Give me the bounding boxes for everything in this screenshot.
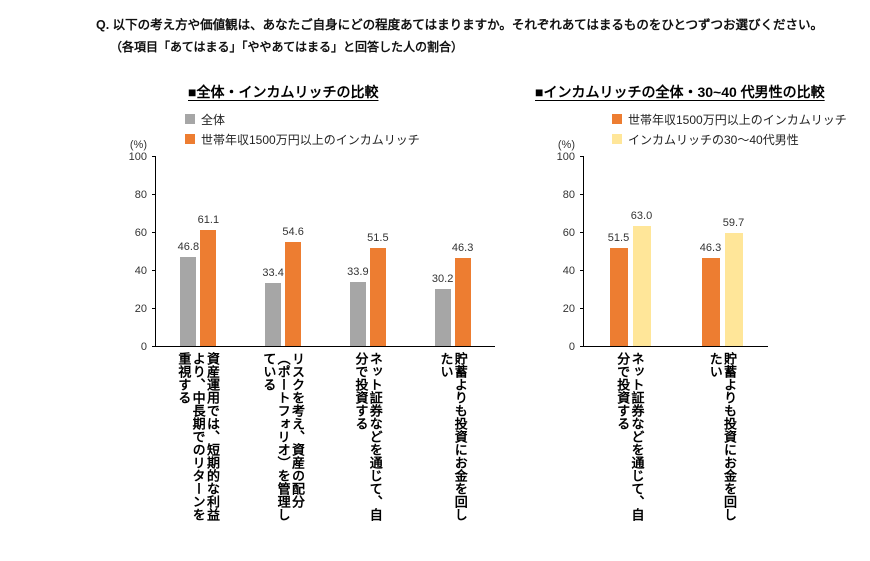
category-label: ネット証券などを通じて、自分で投資する xyxy=(583,352,676,524)
category-label: ネット証券などを通じて、自分で投資する xyxy=(325,352,410,524)
bar: 63.0 xyxy=(631,210,652,346)
legend-swatch xyxy=(185,134,195,144)
bar: 54.6 xyxy=(282,226,304,346)
y-tick-label: 60 xyxy=(134,227,147,239)
bar-value-label: 30.2 xyxy=(431,272,454,285)
y-tick-mark xyxy=(152,308,156,309)
y-tick-mark xyxy=(580,346,584,347)
chart-title: ■全体・インカムリッチの比較 xyxy=(188,84,379,100)
y-tick-mark xyxy=(580,194,584,195)
y-tick-mark xyxy=(580,232,584,233)
legend-label: インカムリッチの30～40代男性 xyxy=(628,132,799,147)
bar-value-label: 51.5 xyxy=(607,232,630,245)
bar-group: 33.9 51.5 xyxy=(326,157,411,346)
y-tick-mark xyxy=(152,156,156,157)
plot-area: 51.5 63.0 46.3 59.7 xyxy=(583,157,768,347)
bar-value-label: 46.8 xyxy=(177,241,200,254)
bar: 46.3 xyxy=(452,242,473,346)
bar-group: 46.8 61.1 xyxy=(156,157,241,346)
y-tick-label: 0 xyxy=(140,341,147,353)
y-axis: 0 20 40 60 80 100 xyxy=(117,151,156,353)
category-labels: 資産運用では、短期的な利益より、中長期でのリターンを重視する リスクを考え、資産の… xyxy=(155,352,495,524)
y-tick-label: 100 xyxy=(128,151,147,163)
bar-group: 46.3 59.7 xyxy=(676,157,768,346)
bar: 59.7 xyxy=(723,217,744,346)
bar: 51.5 xyxy=(608,232,629,346)
y-axis-unit-label: (%) xyxy=(557,139,575,151)
plot-wrap: (%) 0 20 40 60 80 100 51.5 63.0 46.3 59.7 ネット証券な… xyxy=(557,139,768,524)
y-tick-label: 60 xyxy=(562,227,575,239)
category-label: 資産運用では、短期的な利益より、中長期でのリターンを重視する xyxy=(155,352,240,524)
legend-entry: インカムリッチの30～40代男性 xyxy=(612,129,847,149)
bar-value-label: 63.0 xyxy=(630,210,653,223)
bar: 46.3 xyxy=(700,242,721,346)
bar: 51.5 xyxy=(367,232,389,346)
legend-swatch xyxy=(612,134,622,144)
bar: 46.8 xyxy=(178,241,199,346)
y-tick-mark xyxy=(152,232,156,233)
category-label: リスクを考え、資産の配分（ポートフォリオ）を管理している xyxy=(240,352,325,524)
bar-value-label: 33.4 xyxy=(262,266,284,279)
bar-value-label: 61.1 xyxy=(197,213,220,226)
category-label: 貯蓄よりも投資にお金を回したい xyxy=(676,352,769,524)
bar: 33.9 xyxy=(347,266,369,346)
bar-value-label: 46.3 xyxy=(451,242,474,255)
y-tick-label: 0 xyxy=(568,341,575,353)
y-tick-label: 80 xyxy=(562,189,575,201)
category-labels: ネット証券などを通じて、自分で投資する 貯蓄よりも投資にお金を回したい xyxy=(583,352,768,524)
y-tick-label: 20 xyxy=(134,303,147,315)
y-tick-label: 40 xyxy=(562,265,575,277)
bar-value-label: 46.3 xyxy=(699,242,722,255)
chart-incomerich-vs-30-40-males: ■インカムリッチの全体・30~40 代男性の比較 世帯年収1500万円以上のイン… xyxy=(528,82,868,552)
bar-value-label: 33.9 xyxy=(347,265,369,278)
y-tick-mark xyxy=(580,270,584,271)
legend: 世帯年収1500万円以上のインカムリッチ インカムリッチの30～40代男性 xyxy=(612,109,847,149)
legend-swatch xyxy=(612,114,622,124)
bar-group: 30.2 46.3 xyxy=(410,157,495,346)
bar-value-label: 51.5 xyxy=(367,232,389,245)
legend-label: 世帯年収1500万円以上のインカムリッチ xyxy=(628,112,847,127)
bar-group: 51.5 63.0 xyxy=(584,157,676,346)
y-tick-mark xyxy=(580,156,584,157)
category-label-text: ネット証券などを通じて、自分で投資する xyxy=(615,352,645,521)
y-tick-mark xyxy=(152,346,156,347)
question-subtext: （各項目「あてはまる」「ややあてはまる」と回答した人の割合） xyxy=(110,40,464,54)
bar-group: 33.4 54.6 xyxy=(241,157,326,346)
plot-area: 46.8 61.1 33.4 54.6 33.9 51.5 30.2 46.3 xyxy=(155,157,495,347)
legend-label: 世帯年収1500万円以上のインカムリッチ xyxy=(201,132,420,147)
y-tick-label: 20 xyxy=(562,303,575,315)
category-label-text: 貯蓄よりも投資にお金を回したい xyxy=(438,352,468,521)
y-tick-label: 40 xyxy=(134,265,147,277)
bar-value-label: 59.7 xyxy=(722,216,745,229)
y-tick-label: 80 xyxy=(134,189,147,201)
category-label-text: 貯蓄よりも投資にお金を回したい xyxy=(707,352,738,521)
y-tick-mark xyxy=(152,194,156,195)
category-label-text: ネット証券などを通じて、自分で投資する xyxy=(353,352,383,521)
y-tick-mark xyxy=(152,270,156,271)
plot-wrap: (%) 0 20 40 60 80 100 46.8 61.1 33.4 54.6 33.9 51.… xyxy=(129,139,495,524)
question-text: Q. 以下の考え方や価値観は、あなたご自身にどの程度あてはまりますか。それぞれあ… xyxy=(96,18,824,32)
chart-title: ■インカムリッチの全体・30~40 代男性の比較 xyxy=(535,84,825,100)
bar-value-label: 54.6 xyxy=(282,226,304,239)
legend-label: 全体 xyxy=(201,112,226,127)
y-axis: 0 20 40 60 80 100 xyxy=(545,151,584,353)
category-label-text: 資産運用では、短期的な利益より、中長期でのリターンを重視する xyxy=(176,352,220,521)
y-tick-mark xyxy=(580,308,584,309)
category-label-text: リスクを考え、資産の配分（ポートフォリオ）を管理している xyxy=(261,352,305,521)
chart-overall-vs-incomerich: ■全体・インカムリッチの比較 全体世帯年収1500万円以上のインカムリッチ (%… xyxy=(129,82,530,552)
y-axis-unit-label: (%) xyxy=(129,139,147,151)
legend-entry: 世帯年収1500万円以上のインカムリッチ xyxy=(185,129,420,149)
bar: 33.4 xyxy=(262,267,284,346)
legend-swatch xyxy=(185,114,195,124)
legend-entry: 全体 xyxy=(185,109,420,129)
bar: 30.2 xyxy=(432,273,453,346)
category-label: 貯蓄よりも投資にお金を回したい xyxy=(410,352,495,524)
legend-entry: 世帯年収1500万円以上のインカムリッチ xyxy=(612,109,847,129)
legend: 全体世帯年収1500万円以上のインカムリッチ xyxy=(185,109,420,149)
bar: 61.1 xyxy=(198,214,219,346)
y-tick-label: 100 xyxy=(556,151,575,163)
